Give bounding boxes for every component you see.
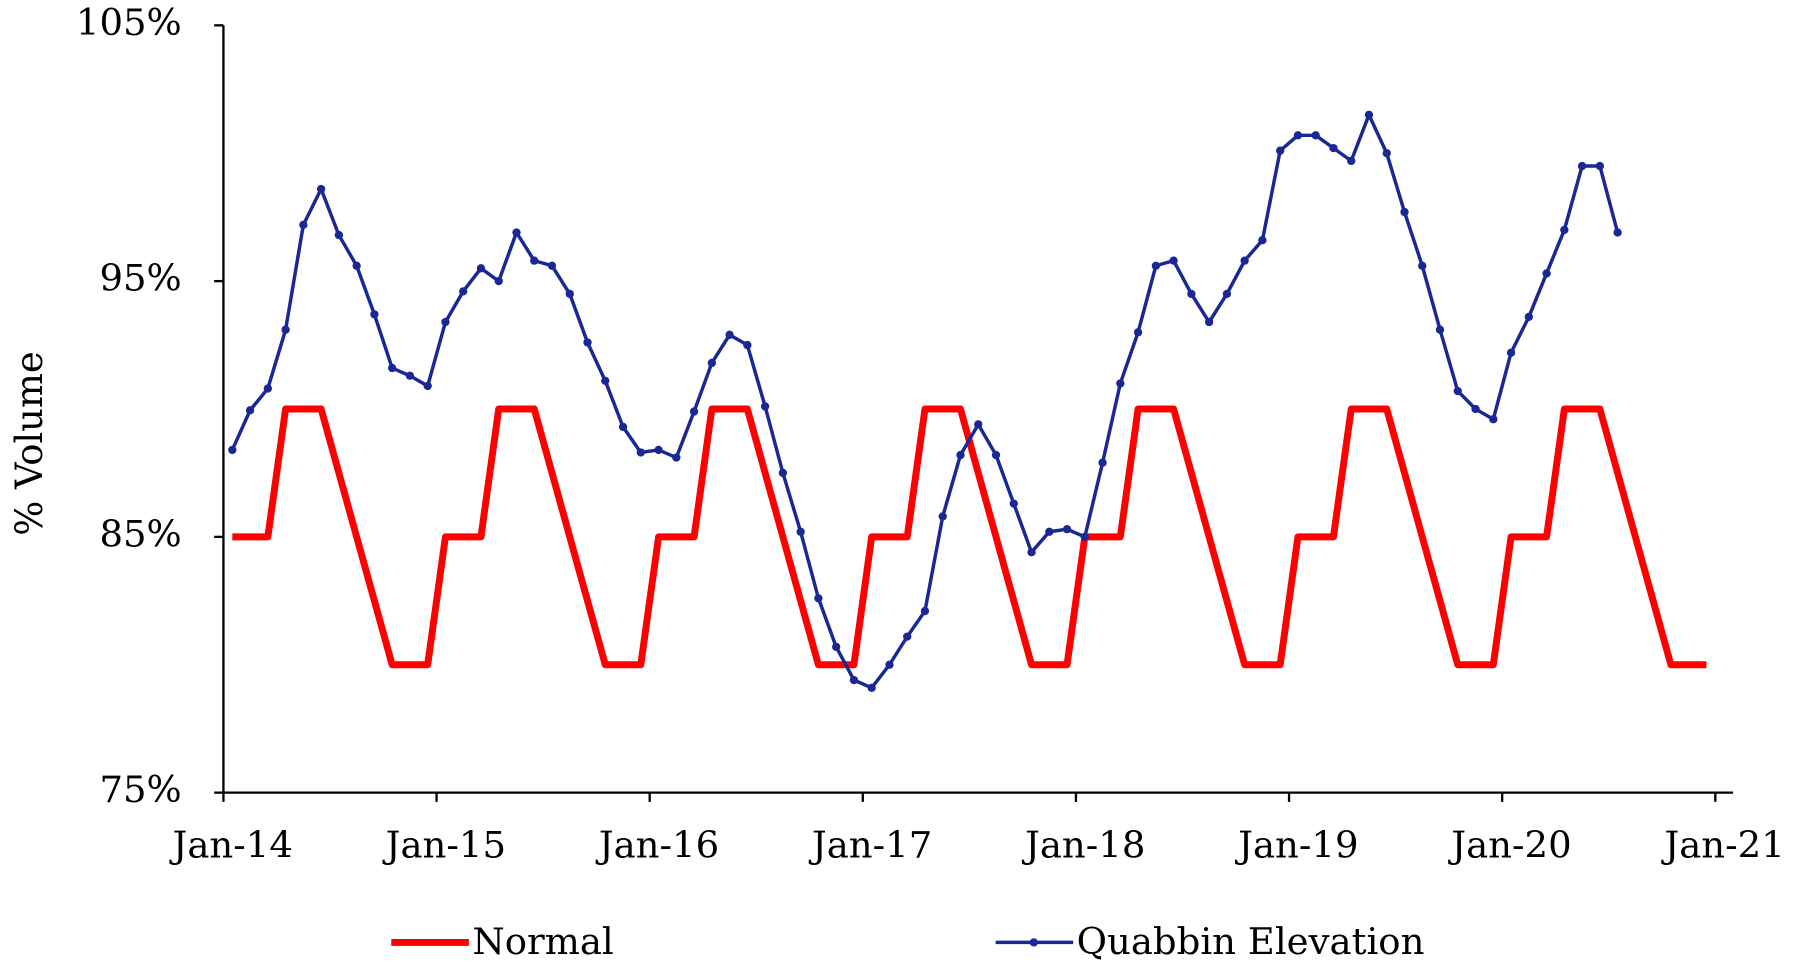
legend-marker	[1029, 938, 1038, 947]
legend-label: Quabbin Elevation	[1077, 920, 1425, 962]
data-point	[1187, 289, 1196, 299]
legend-label: Normal	[472, 920, 613, 962]
data-point	[281, 325, 290, 334]
data-point	[1293, 131, 1303, 140]
data-point	[1133, 328, 1143, 337]
data-point	[1453, 386, 1462, 396]
data-point	[1577, 161, 1587, 171]
data-point	[725, 330, 734, 339]
data-point	[245, 406, 255, 415]
data-point	[1116, 379, 1125, 388]
data-point	[1524, 312, 1533, 322]
data-point	[903, 632, 912, 641]
data-point	[299, 220, 308, 229]
data-point	[743, 340, 752, 350]
x-tick-label: Jan-17	[808, 824, 932, 867]
data-point	[512, 228, 521, 237]
data-point	[1062, 525, 1072, 534]
data-point	[459, 287, 468, 296]
data-point	[938, 512, 947, 521]
data-point	[991, 450, 1001, 460]
data-point	[1222, 289, 1232, 299]
data-point	[476, 264, 486, 273]
y-tick-label: 75%	[99, 768, 181, 811]
x-tick-label: Jan-15	[382, 824, 506, 867]
data-point	[1311, 131, 1320, 140]
data-point	[956, 450, 965, 460]
y-tick-label: 105%	[76, 1, 182, 44]
data-point	[334, 230, 344, 240]
data-point	[831, 642, 841, 652]
data-point	[494, 276, 503, 286]
line-series	[230, 113, 1620, 690]
data-point	[1506, 348, 1516, 357]
x-tick-label: Jan-14	[168, 824, 292, 867]
data-point	[1009, 499, 1018, 508]
data-point	[1027, 548, 1036, 557]
data-point	[689, 407, 699, 416]
data-point	[1098, 458, 1107, 467]
data-point	[672, 453, 681, 462]
data-point	[1276, 146, 1285, 155]
data-point	[796, 527, 805, 536]
data-point	[636, 448, 645, 457]
data-point	[1489, 415, 1498, 424]
data-point	[547, 261, 557, 270]
x-tick-label: Jan-21	[1660, 824, 1784, 867]
data-point	[352, 261, 361, 270]
data-point	[601, 376, 610, 386]
data-point	[1151, 261, 1161, 270]
line-series	[232, 405, 1707, 669]
data-point	[441, 317, 450, 327]
data-point	[1382, 149, 1391, 158]
data-point	[849, 675, 859, 685]
data-point	[1595, 161, 1605, 171]
data-point	[1045, 527, 1054, 536]
data-point	[370, 310, 379, 319]
x-tick-label: Jan-19	[1234, 824, 1358, 867]
data-point	[778, 468, 788, 478]
data-point	[707, 358, 717, 368]
data-point	[1613, 228, 1622, 237]
data-point	[1080, 532, 1089, 542]
data-point	[920, 606, 930, 616]
data-point	[814, 594, 823, 603]
data-point	[316, 184, 326, 194]
data-point	[1258, 236, 1267, 245]
data-point	[654, 445, 663, 455]
data-point	[1240, 256, 1249, 265]
y-tick-label: 85%	[99, 512, 181, 555]
data-point	[583, 338, 592, 347]
data-point	[405, 371, 415, 380]
data-point	[885, 660, 894, 669]
data-point	[530, 256, 539, 265]
data-point	[1329, 143, 1338, 153]
data-point	[1204, 317, 1214, 327]
data-point	[974, 420, 983, 429]
y-axis-label: % Volume	[8, 351, 51, 535]
data-point	[1400, 207, 1409, 217]
data-point	[1169, 256, 1178, 265]
data-point	[1542, 269, 1551, 278]
data-point	[1560, 225, 1569, 235]
data-point	[228, 445, 237, 455]
data-point	[1347, 156, 1356, 166]
data-point	[263, 384, 273, 393]
data-point	[423, 381, 432, 391]
x-tick-label: Jan-20	[1447, 824, 1571, 867]
data-point	[1435, 325, 1445, 334]
y-tick-label: 95%	[99, 257, 181, 300]
data-point	[1364, 110, 1374, 120]
data-point	[1418, 261, 1427, 270]
data-point	[760, 402, 770, 411]
data-point	[565, 289, 574, 299]
data-point	[867, 683, 876, 692]
data-point	[1471, 404, 1480, 414]
data-point	[387, 363, 397, 373]
x-tick-label: Jan-18	[1021, 824, 1145, 867]
x-tick-label: Jan-16	[595, 824, 719, 867]
data-point	[618, 422, 628, 432]
